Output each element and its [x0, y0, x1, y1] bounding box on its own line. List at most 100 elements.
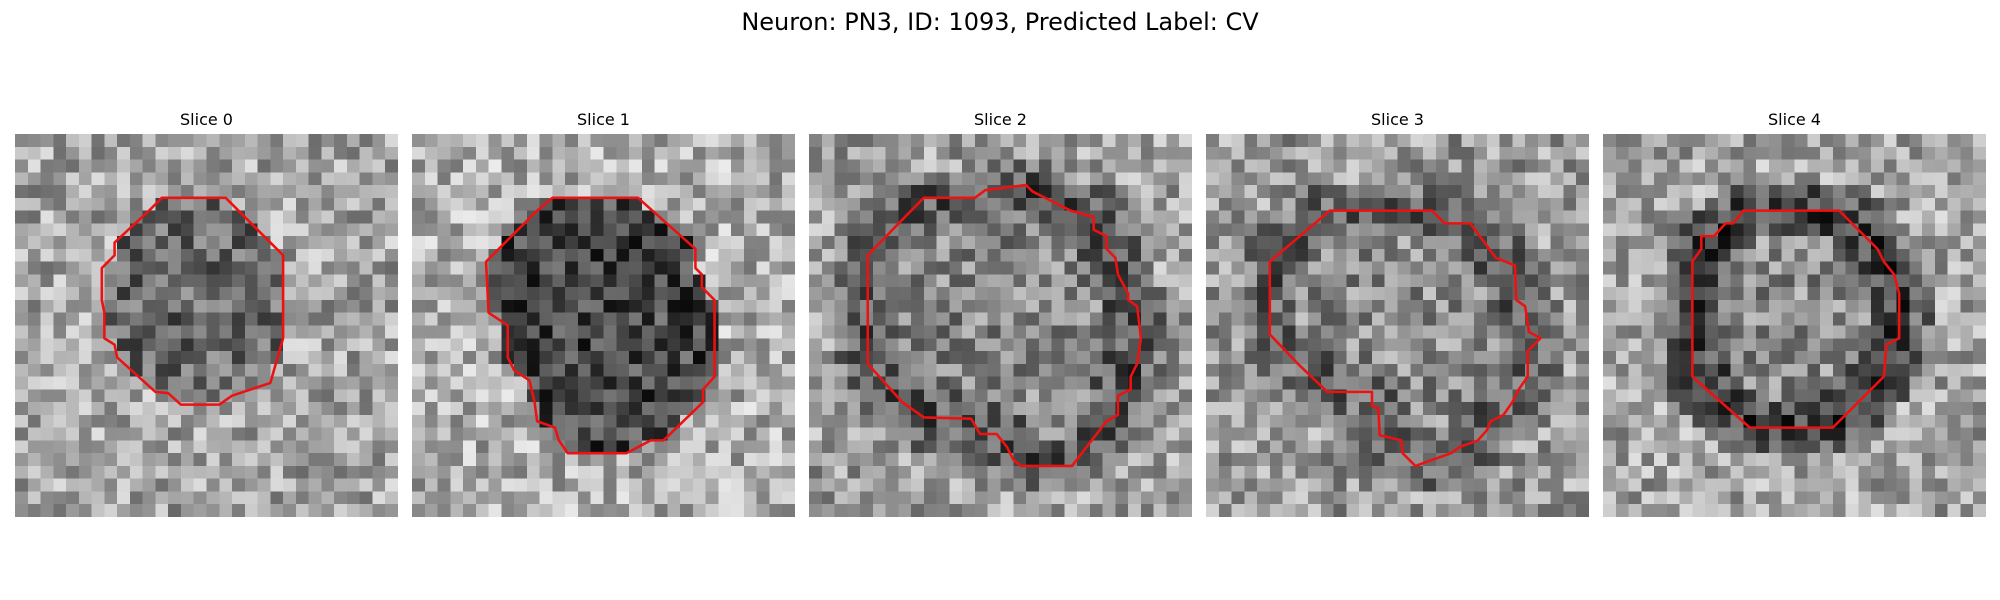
pixel — [372, 376, 386, 390]
pixel — [1038, 402, 1052, 416]
pixel — [603, 248, 617, 262]
pixel — [1845, 248, 1859, 262]
pixel — [731, 325, 745, 339]
pixel — [117, 389, 131, 403]
pixel — [1654, 287, 1668, 301]
pixel — [654, 248, 668, 262]
pixel — [257, 299, 271, 313]
pixel — [1282, 389, 1296, 403]
pixel — [295, 210, 309, 224]
pixel — [180, 299, 194, 313]
pixel — [424, 440, 438, 454]
pixel — [372, 299, 386, 313]
pixel — [488, 146, 502, 160]
pixel — [1692, 414, 1706, 428]
pixel — [334, 363, 348, 377]
pixel — [1461, 172, 1475, 186]
pixel — [1807, 427, 1821, 441]
pixel — [295, 197, 309, 211]
pixel — [1102, 299, 1116, 313]
pixel — [590, 351, 604, 365]
pixel — [40, 427, 54, 441]
pixel — [1550, 465, 1564, 479]
pixel — [1179, 236, 1192, 250]
pixel — [168, 338, 182, 352]
pixel — [1730, 363, 1744, 377]
pixel — [962, 351, 976, 365]
pixel — [1743, 351, 1757, 365]
pixel — [1576, 236, 1589, 250]
pixel — [1871, 299, 1885, 313]
pixel — [526, 465, 540, 479]
pixel — [488, 299, 502, 313]
pixel — [1038, 146, 1052, 160]
pixel — [1717, 197, 1731, 211]
pixel — [1512, 338, 1526, 352]
pixel — [501, 159, 515, 173]
pixel — [1231, 210, 1245, 224]
pixel — [987, 363, 1001, 377]
pixel — [1244, 223, 1258, 237]
pixel — [756, 453, 770, 467]
pixel — [898, 159, 912, 173]
pixel — [1244, 338, 1258, 352]
pixel — [834, 325, 848, 339]
pixel — [1102, 376, 1116, 390]
pixel — [359, 236, 373, 250]
pixel — [27, 210, 41, 224]
pixel — [206, 389, 220, 403]
pixel — [1448, 197, 1462, 211]
pixel — [552, 287, 566, 301]
pixel — [1628, 236, 1642, 250]
pixel — [1461, 389, 1475, 403]
pixel — [1410, 440, 1424, 454]
pixel — [501, 478, 515, 492]
pixel — [155, 491, 169, 505]
pixel — [590, 248, 604, 262]
pixel — [1654, 325, 1668, 339]
pixel — [1282, 287, 1296, 301]
pixel — [385, 351, 398, 365]
pixel — [1026, 453, 1040, 467]
pixel — [1077, 134, 1091, 148]
pixel — [962, 159, 976, 173]
pixel — [1525, 172, 1539, 186]
pixel — [1320, 146, 1334, 160]
pixel — [1845, 146, 1859, 160]
pixel — [641, 172, 655, 186]
pixel — [1705, 440, 1719, 454]
pixel — [1845, 453, 1859, 467]
pixel — [1051, 236, 1065, 250]
pixel — [1359, 172, 1373, 186]
pixel — [1474, 389, 1488, 403]
pixel — [412, 414, 426, 428]
pixel — [321, 146, 335, 160]
pixel — [206, 159, 220, 173]
pixel — [1026, 261, 1040, 275]
pixel — [104, 504, 118, 517]
pixel — [1845, 312, 1859, 326]
pixel — [91, 504, 105, 517]
pixel — [475, 248, 489, 262]
pixel — [590, 363, 604, 377]
pixel — [1563, 402, 1577, 416]
pixel — [692, 414, 706, 428]
pixel — [295, 185, 309, 199]
pixel — [155, 236, 169, 250]
pixel — [232, 402, 246, 416]
pixel — [117, 172, 131, 186]
pixel — [1934, 491, 1948, 505]
pixel — [860, 146, 874, 160]
pixel — [334, 146, 348, 160]
pixel — [1615, 146, 1629, 160]
pixel — [1115, 248, 1129, 262]
pixel — [885, 197, 899, 211]
pixel — [450, 465, 464, 479]
pixel — [1423, 478, 1437, 492]
pixel — [1218, 146, 1232, 160]
pixel — [78, 299, 92, 313]
pixel — [155, 287, 169, 301]
pixel — [1410, 427, 1424, 441]
pixel — [629, 453, 643, 467]
pixel — [1333, 299, 1347, 313]
